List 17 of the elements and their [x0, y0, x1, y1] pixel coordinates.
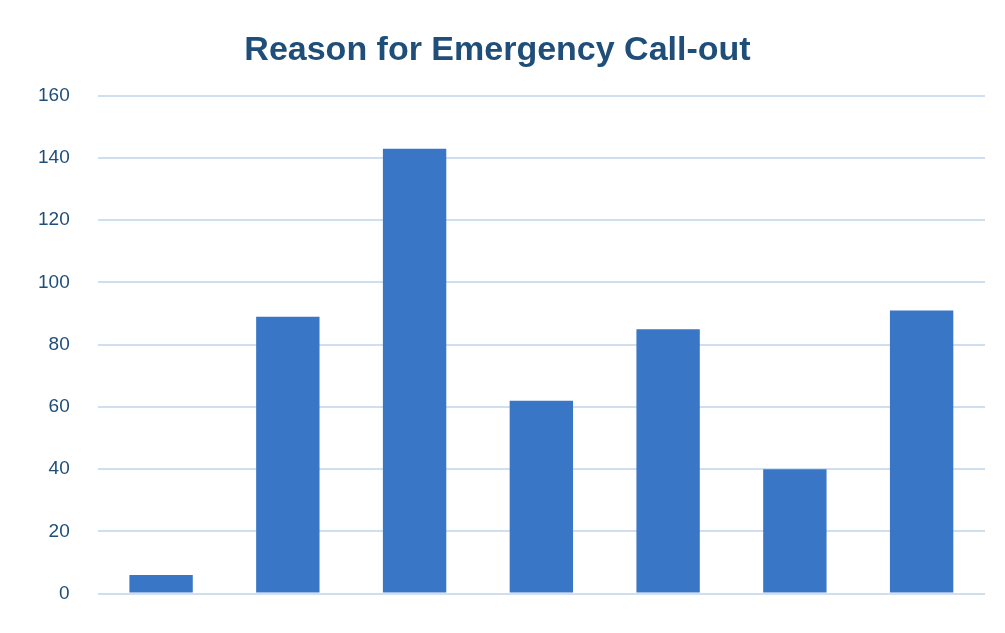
- bar: [509, 400, 574, 593]
- bar: [256, 316, 320, 593]
- y-tick-label: 20: [48, 519, 70, 541]
- y-tick-label: 40: [48, 457, 70, 479]
- y-tick-label: 100: [38, 270, 70, 292]
- bar: [129, 574, 193, 593]
- y-tick-label: 60: [48, 395, 70, 417]
- y-tick-label: 0: [59, 581, 70, 603]
- bar: [636, 329, 700, 593]
- chart-title: Reason for Emergency Call-out: [244, 28, 751, 67]
- bar: [889, 310, 954, 593]
- y-tick-label: 120: [38, 208, 70, 230]
- y-tick-label: 140: [38, 146, 70, 168]
- y-tick-label: 80: [48, 332, 70, 354]
- y-tick-label: 160: [38, 84, 70, 106]
- bar: [763, 469, 827, 593]
- bar: [382, 148, 447, 593]
